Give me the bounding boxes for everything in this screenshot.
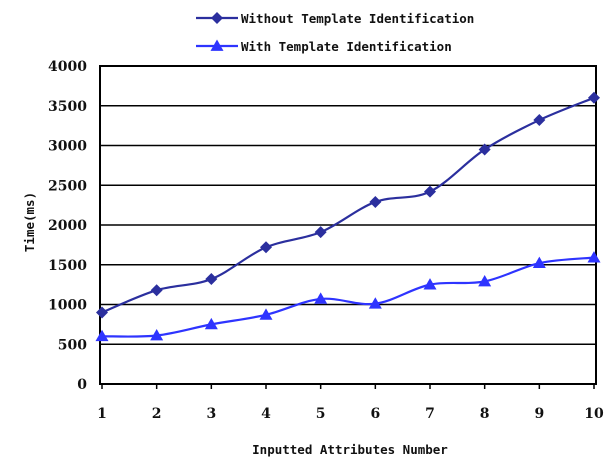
y-axis-title: Time(ms) [22, 192, 37, 252]
legend-label: Without Template Identification [241, 11, 474, 26]
series-1 [96, 91, 600, 319]
series-2 [95, 251, 601, 342]
x-tick-label: 3 [206, 406, 216, 422]
series-layer [95, 91, 601, 342]
data-point [478, 274, 492, 287]
legend-entry-2: With Template Identification [196, 39, 452, 54]
x-tick-label: 6 [370, 406, 380, 422]
x-tick-label: 5 [316, 406, 326, 422]
plot-area [99, 65, 597, 385]
data-point [259, 308, 273, 320]
y-axis: 0 500 1000 1500 2000 2500 3000 3500 4000 [48, 59, 87, 393]
legend-marker [210, 39, 224, 51]
data-point [314, 292, 328, 304]
series-line [101, 96, 595, 314]
data-point [205, 273, 218, 286]
y-tick-label: 4000 [48, 59, 87, 75]
x-tick-label: 7 [425, 406, 435, 422]
x-axis: 1 2 3 4 5 6 7 8 9 10 [97, 384, 604, 422]
x-tick-label: 8 [480, 406, 490, 422]
y-tick-label: 2500 [48, 178, 87, 194]
data-point [424, 185, 436, 198]
x-tick-label: 10 [584, 406, 604, 422]
x-axis-title: Inputted Attributes Number [252, 442, 448, 457]
y-tick-label: 2000 [48, 218, 87, 234]
data-point [533, 114, 546, 127]
legend: Without Template Identification With Temp… [196, 11, 474, 54]
data-point [204, 317, 218, 330]
y-tick-label: 3000 [48, 139, 87, 155]
data-point [96, 306, 108, 319]
y-tick-label: 1000 [48, 298, 87, 314]
data-point [95, 329, 109, 342]
data-point [150, 329, 164, 341]
data-point [314, 226, 327, 239]
y-tick-label: 500 [58, 337, 87, 353]
legend-label: With Template Identification [241, 39, 452, 54]
series-line [101, 256, 595, 338]
y-tick-label: 3500 [48, 99, 87, 115]
data-point [532, 256, 546, 269]
data-point [369, 195, 382, 208]
data-point [150, 284, 163, 297]
x-tick-label: 9 [534, 406, 544, 422]
legend-marker [211, 12, 223, 24]
x-tick-label: 2 [152, 406, 162, 422]
legend-entry-1: Without Template Identification [196, 11, 474, 26]
y-tick-label: 1500 [48, 258, 87, 274]
data-point [587, 251, 601, 263]
x-tick-label: 4 [261, 406, 271, 422]
data-point [368, 297, 382, 309]
data-point [478, 143, 491, 156]
y-tick-label: 0 [77, 377, 87, 393]
data-point [260, 241, 272, 254]
x-tick-label: 1 [97, 406, 107, 422]
data-point [423, 278, 437, 290]
data-point [588, 91, 600, 104]
